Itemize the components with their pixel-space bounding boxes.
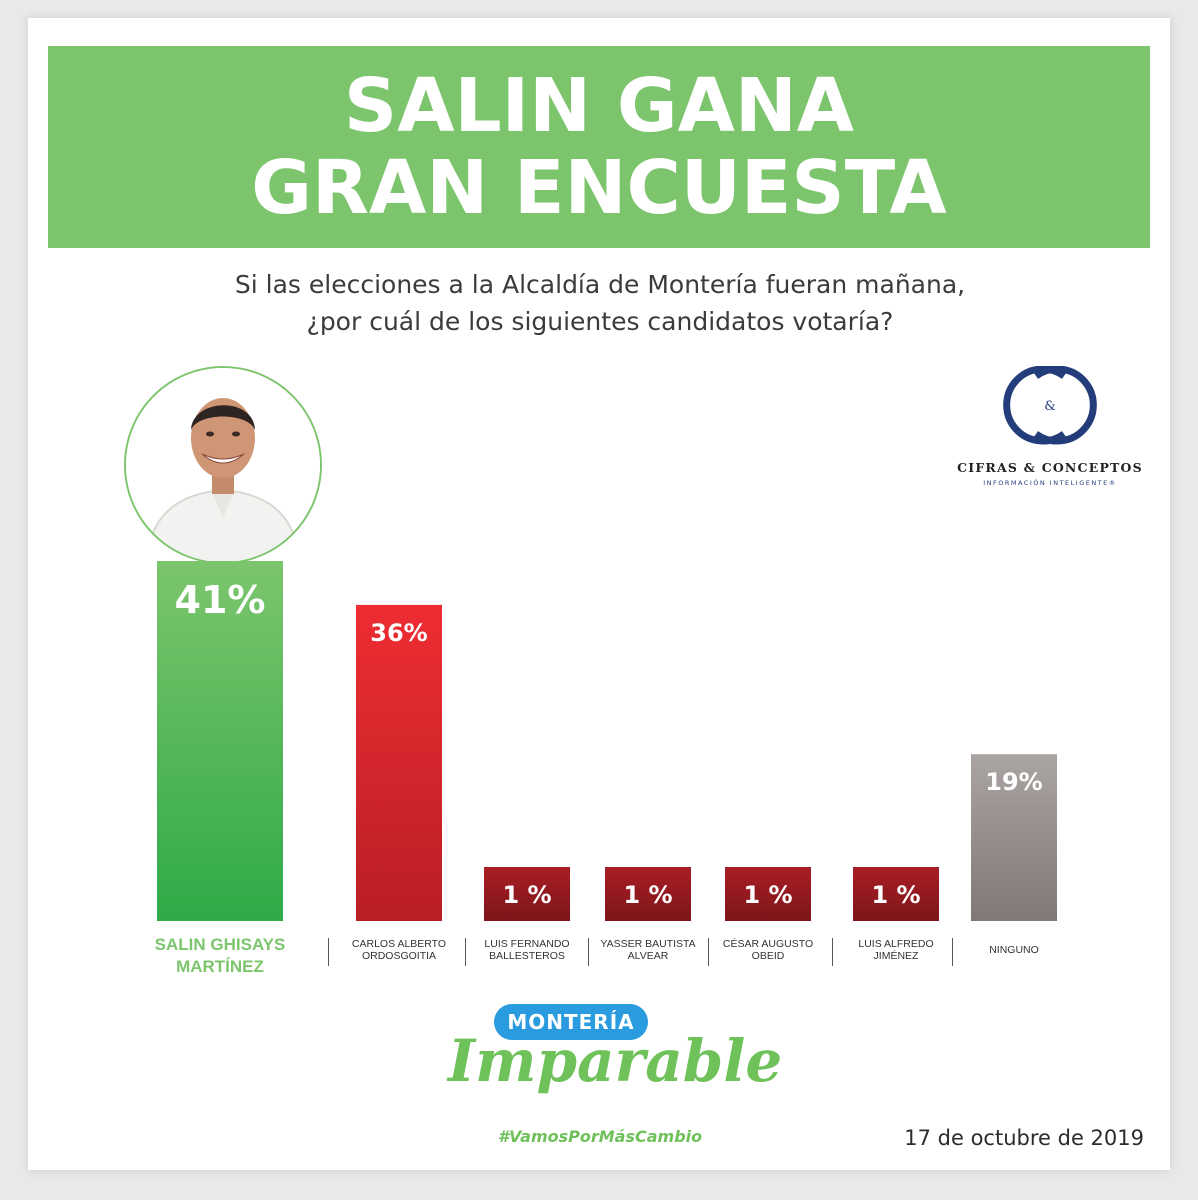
cifras-conceptos-monogram-icon: & bbox=[1003, 365, 1097, 445]
bar-value-label-2: 36% bbox=[370, 619, 427, 647]
bar-6 bbox=[853, 867, 939, 921]
brand-imparable: Imparable bbox=[448, 1027, 783, 1095]
label-separator-6 bbox=[952, 938, 953, 966]
candidate-portrait-icon bbox=[126, 368, 320, 562]
category-label-4: YASSER BAUTISTA ALVEAR bbox=[600, 938, 696, 962]
bar-7 bbox=[971, 754, 1057, 921]
bar-3 bbox=[484, 867, 570, 921]
bar-value-label-4: 1 % bbox=[623, 881, 672, 909]
question-line-2: ¿por cuál de los siguientes candidatos v… bbox=[306, 307, 894, 336]
label-separator-3 bbox=[588, 938, 589, 966]
candidate-photo bbox=[124, 366, 322, 564]
label-separator-1 bbox=[328, 938, 329, 966]
category-label-6: LUIS ALFREDO JIMÉNEZ bbox=[858, 938, 934, 962]
bar-5 bbox=[725, 867, 811, 921]
bar-4 bbox=[605, 867, 691, 921]
category-label-3: LUIS FERNANDO BALLESTEROS bbox=[484, 938, 570, 962]
campaign-hashtag: #VamosPorMásCambio bbox=[497, 1127, 703, 1146]
label-separator-2 bbox=[465, 938, 466, 966]
label-separator-5 bbox=[832, 938, 833, 966]
headline-line-1: SALIN GANA bbox=[343, 63, 855, 149]
question-line-1: Si las elecciones a la Alcaldía de Monte… bbox=[234, 270, 966, 299]
pollster-name: CIFRAS & CONCEPTOS bbox=[957, 460, 1143, 475]
brand-monteria-pill: MONTERÍA bbox=[494, 1004, 648, 1040]
svg-text:&: & bbox=[1044, 399, 1056, 414]
bar-value-label-3: 1 % bbox=[502, 881, 551, 909]
pollster-tagline: INFORMACIÓN INTELIGENTE® bbox=[983, 479, 1117, 487]
bar-value-label-1: 41% bbox=[175, 578, 266, 622]
bar-value-label-5: 1 % bbox=[743, 881, 792, 909]
poll-date: 17 de octubre de 2019 bbox=[904, 1126, 1144, 1150]
category-label-7: NINGUNO bbox=[989, 944, 1039, 956]
bar-value-label-7: 19% bbox=[985, 768, 1042, 796]
bar-2 bbox=[356, 604, 442, 921]
headline-banner: SALIN GANA GRAN ENCUESTA bbox=[48, 46, 1150, 248]
category-label-2: CARLOS ALBERTO ORDOSGOITIA bbox=[351, 938, 447, 962]
pollster-logo: & CIFRAS & CONCEPTOS INFORMACIÓN INTELIG… bbox=[940, 365, 1160, 496]
bar-1 bbox=[157, 561, 283, 921]
survey-question: Si las elecciones a la Alcaldía de Monte… bbox=[100, 266, 1100, 340]
headline-line-2: GRAN ENCUESTA bbox=[251, 145, 947, 231]
bar-value-label-6: 1 % bbox=[871, 881, 920, 909]
category-label-5: CÉSAR AUGUSTO OBEID bbox=[722, 938, 814, 962]
label-separator-4 bbox=[708, 938, 709, 966]
category-label-1: SALIN GHISAYS MARTÍNEZ bbox=[154, 935, 286, 976]
